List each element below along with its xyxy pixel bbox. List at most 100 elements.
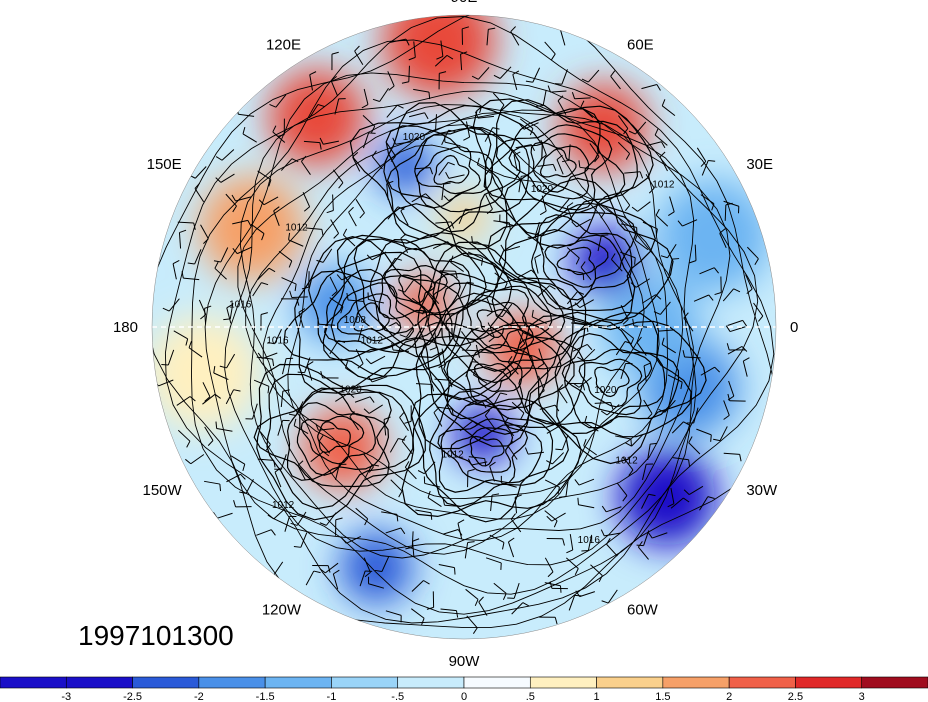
wind-barb bbox=[515, 144, 532, 149]
wind-barb-flag bbox=[374, 569, 383, 573]
wind-barb bbox=[413, 88, 430, 93]
wind-barb-flag bbox=[204, 305, 212, 309]
colorbar-swatch bbox=[198, 676, 266, 689]
wind-barb bbox=[700, 366, 715, 376]
wind-barb bbox=[635, 278, 650, 288]
wind-barb-flag bbox=[365, 358, 372, 365]
wind-barb bbox=[257, 170, 272, 181]
wind-barb-flag bbox=[668, 211, 675, 217]
colorbar-tick-label: -1.5 bbox=[256, 691, 275, 702]
wind-barb bbox=[371, 156, 383, 170]
wind-barb-flag bbox=[549, 285, 556, 290]
wind-barb-flag bbox=[357, 363, 364, 369]
wind-barb-flag bbox=[630, 438, 632, 447]
wind-barb-flag bbox=[240, 473, 246, 480]
wind-barb bbox=[465, 361, 472, 377]
wind-barb-flag bbox=[536, 105, 544, 107]
wind-barb bbox=[531, 316, 547, 325]
wind-barb bbox=[513, 155, 518, 171]
wind-barb-flag bbox=[215, 421, 218, 429]
wind-barb bbox=[504, 422, 515, 437]
wind-barb-flag bbox=[534, 231, 540, 237]
wind-barb bbox=[214, 267, 227, 280]
wind-barb-flag bbox=[319, 142, 322, 150]
colorbar-tick-label: 2.5 bbox=[788, 691, 803, 702]
wind-barb-flag bbox=[525, 80, 533, 83]
isobar-line bbox=[322, 268, 428, 362]
wind-barb bbox=[390, 38, 407, 43]
wind-barb-flag bbox=[277, 134, 285, 137]
colorbar-tick-label: 2 bbox=[726, 691, 732, 702]
isobar-label: 1012 bbox=[272, 500, 295, 511]
wind-barb-flag bbox=[580, 100, 585, 108]
isobar-line bbox=[398, 274, 436, 304]
wind-barb bbox=[637, 546, 649, 560]
wind-barb bbox=[383, 419, 387, 436]
wind-barb-flag bbox=[454, 567, 456, 575]
wind-barb bbox=[176, 396, 191, 406]
wind-barb bbox=[631, 434, 644, 447]
wind-barb bbox=[611, 259, 623, 272]
wind-barb bbox=[225, 193, 237, 207]
wind-barb bbox=[359, 570, 366, 587]
wind-barb bbox=[538, 348, 545, 364]
wind-barb bbox=[348, 299, 365, 303]
wind-barb bbox=[620, 328, 634, 339]
wind-barb-flag bbox=[315, 423, 319, 431]
longitude-label: 150E bbox=[147, 156, 182, 173]
wind-barb bbox=[177, 429, 191, 442]
isobar-line bbox=[414, 321, 575, 447]
wind-barb-flag bbox=[348, 206, 354, 213]
isobar-label: 1012 bbox=[652, 179, 675, 190]
wind-barb-flag bbox=[491, 493, 500, 496]
wind-barb-flag bbox=[549, 581, 553, 589]
wind-barb-flag bbox=[386, 180, 394, 185]
wind-barb bbox=[281, 277, 297, 285]
wind-barb-flag bbox=[499, 104, 505, 112]
wind-barb-flag bbox=[622, 319, 629, 325]
isobar-line bbox=[433, 154, 470, 185]
wind-barb bbox=[499, 66, 512, 79]
wind-barb-flag bbox=[346, 293, 349, 301]
wind-barb-flag bbox=[606, 538, 611, 545]
wind-barb bbox=[468, 456, 485, 460]
wind-barb-flag bbox=[261, 282, 269, 286]
wind-barb-flag bbox=[330, 75, 337, 82]
wind-barb-flag bbox=[710, 434, 712, 442]
wind-barb-flag bbox=[482, 401, 487, 409]
isobar-line bbox=[450, 427, 514, 473]
wind-barb bbox=[486, 297, 493, 313]
wind-barb bbox=[362, 132, 370, 149]
wind-barb bbox=[237, 246, 253, 255]
isobar-line bbox=[256, 363, 426, 521]
wind-barb-flag bbox=[557, 487, 560, 495]
wind-barb-flag bbox=[367, 375, 373, 383]
colorbar-swatch bbox=[264, 676, 332, 689]
wind-barb-flag bbox=[214, 393, 221, 399]
wind-barb bbox=[434, 55, 448, 67]
wind-barb bbox=[620, 251, 636, 259]
wind-barb bbox=[412, 541, 415, 558]
wind-barb-flag bbox=[560, 25, 567, 31]
wind-barb-flag bbox=[392, 137, 397, 145]
isobar-line bbox=[491, 99, 639, 237]
wind-barb-flag bbox=[600, 212, 606, 219]
wind-barb bbox=[584, 422, 599, 432]
wind-barb-flag bbox=[467, 458, 472, 466]
wind-barb-flag bbox=[481, 258, 484, 266]
wind-barb bbox=[329, 276, 338, 292]
wind-barb-flag bbox=[598, 575, 603, 583]
wind-barb bbox=[335, 464, 340, 481]
wind-barb bbox=[489, 534, 505, 543]
wind-barb bbox=[546, 424, 561, 434]
wind-barb bbox=[723, 452, 740, 455]
wind-barb bbox=[688, 485, 704, 496]
wind-barb bbox=[565, 480, 569, 497]
wind-barb bbox=[622, 457, 634, 471]
wind-barb bbox=[301, 161, 311, 175]
wind-barb-flag bbox=[725, 202, 733, 206]
wind-barb-flag bbox=[405, 546, 413, 550]
wind-barb bbox=[513, 582, 520, 599]
wind-barb-flag bbox=[713, 267, 719, 274]
wind-barb bbox=[167, 349, 175, 366]
